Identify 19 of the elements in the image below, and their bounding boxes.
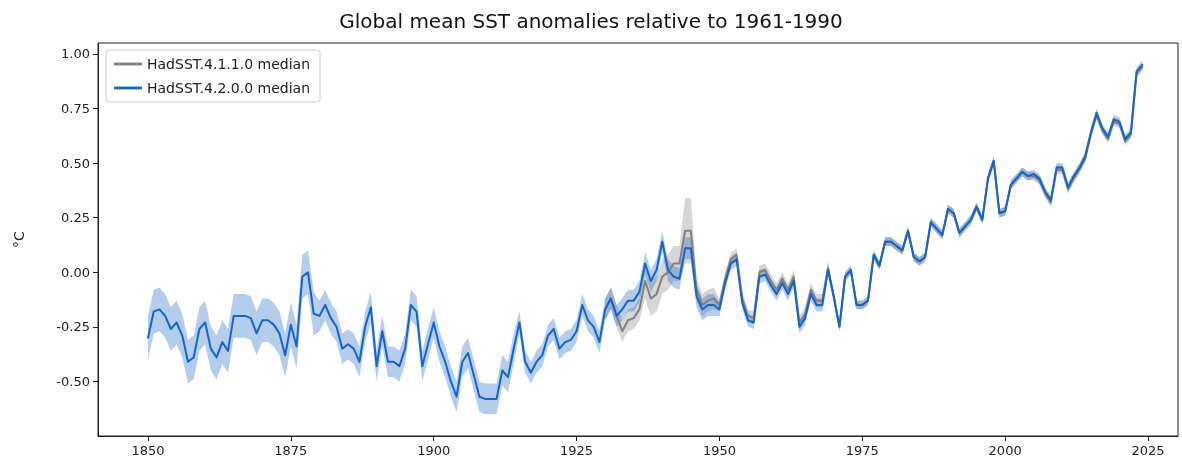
y-tick-label: 0.25 [61,210,90,226]
y-tick-label: 0.75 [61,101,90,116]
x-tick-label: 1950 [702,443,736,458]
y-tick-label: 0.00 [61,264,90,280]
x-tick-label: 1875 [274,443,308,458]
x-tick-label: 1975 [845,443,879,458]
x-tick-label: 2000 [988,443,1022,458]
y-axis-title: °C [11,230,27,248]
legend-label: HadSST.4.1.1.0 median [147,56,311,72]
y-tick-label: 0.50 [61,155,90,171]
chart-title: Global mean SST anomalies relative to 1961-1990 [339,9,843,33]
y-tick-label: -0.50 [56,373,90,389]
y-tick-label: 1.00 [61,46,90,62]
x-tick-label: 2025 [1131,443,1165,458]
x-tick-label: 1900 [417,443,451,458]
x-tick-label: 1850 [131,443,165,458]
legend-label: HadSST.4.2.0.0 median [147,80,311,96]
y-tick-label: -0.25 [56,319,90,335]
x-tick-label: 1925 [560,443,594,458]
